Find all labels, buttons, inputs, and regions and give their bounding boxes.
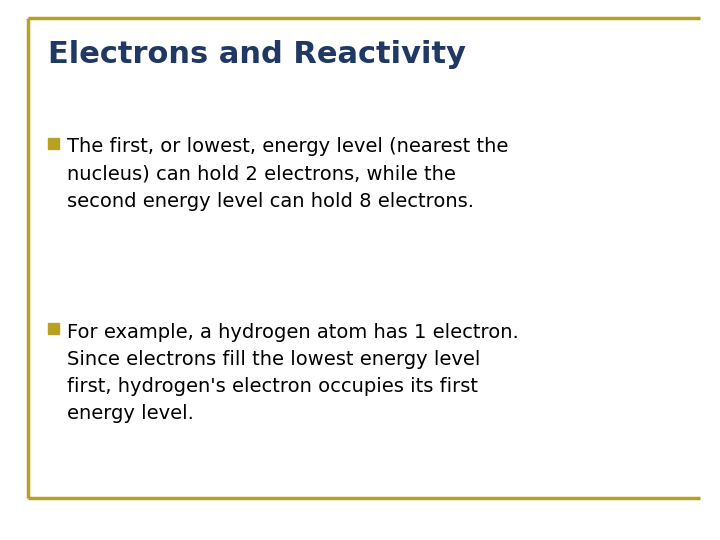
Bar [48, 322, 59, 334]
Text: Electrons and Reactivity: Electrons and Reactivity [48, 40, 466, 69]
Text: For example, a hydrogen atom has 1 electron.
Since electrons fill the lowest ene: For example, a hydrogen atom has 1 elect… [67, 322, 518, 423]
Text: The first, or lowest, energy level (nearest the
nucleus) can hold 2 electrons, w: The first, or lowest, energy level (near… [67, 138, 508, 211]
Bar [48, 138, 59, 148]
